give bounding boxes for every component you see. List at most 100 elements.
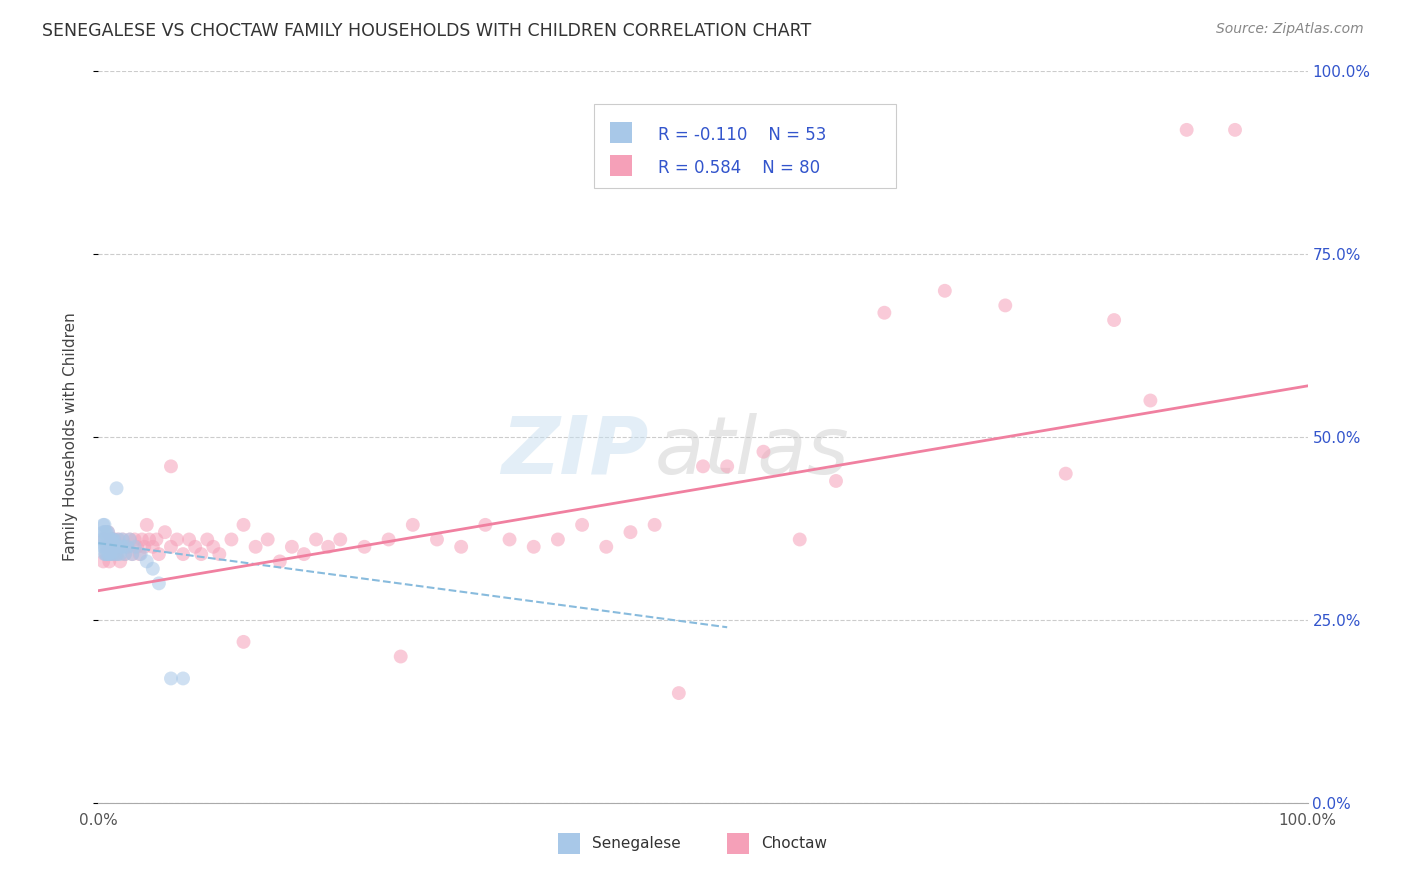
Point <box>377 533 399 547</box>
Point <box>135 554 157 568</box>
Point <box>101 547 124 561</box>
Point <box>692 459 714 474</box>
Point <box>474 517 496 532</box>
Text: atlas: atlas <box>655 413 849 491</box>
Point <box>426 533 449 547</box>
Point <box>184 540 207 554</box>
Point <box>153 525 176 540</box>
Point <box>389 649 412 664</box>
Text: R = -0.110    N = 53: R = -0.110 N = 53 <box>658 126 827 144</box>
Point <box>571 517 593 532</box>
Point <box>752 444 775 458</box>
Point <box>100 547 122 561</box>
Text: Source: ZipAtlas.com: Source: ZipAtlas.com <box>1216 22 1364 37</box>
Point <box>1054 467 1077 481</box>
Point <box>134 540 156 554</box>
Point <box>994 298 1017 312</box>
Point <box>142 562 165 576</box>
Point <box>93 533 115 547</box>
Point <box>353 540 375 554</box>
Point <box>100 540 122 554</box>
Point <box>98 533 121 547</box>
Point <box>160 459 183 474</box>
Point <box>103 533 125 547</box>
Point <box>101 547 124 561</box>
Point <box>111 533 134 547</box>
Point <box>873 306 896 320</box>
Point <box>131 533 153 547</box>
Point <box>98 554 121 568</box>
Text: R = 0.584    N = 80: R = 0.584 N = 80 <box>658 159 820 177</box>
Point <box>96 525 118 540</box>
Point <box>644 517 666 532</box>
Point <box>108 547 131 561</box>
Point <box>96 533 118 547</box>
Point <box>100 533 122 547</box>
Point <box>105 547 128 561</box>
Point <box>269 554 291 568</box>
Point <box>93 525 115 540</box>
Point <box>97 525 120 540</box>
Point <box>202 540 225 554</box>
Point <box>1102 313 1125 327</box>
Point <box>91 540 114 554</box>
Point <box>138 533 160 547</box>
Point <box>208 547 231 561</box>
Point <box>96 540 118 554</box>
Point <box>124 540 146 554</box>
Point <box>329 533 352 547</box>
FancyBboxPatch shape <box>595 104 897 188</box>
Point <box>96 547 118 561</box>
Point <box>1223 123 1246 137</box>
Point <box>103 533 125 547</box>
Point <box>166 533 188 547</box>
FancyBboxPatch shape <box>558 833 579 854</box>
Point <box>100 540 122 554</box>
Point <box>94 540 117 554</box>
Point <box>450 540 472 554</box>
Point <box>498 533 520 547</box>
FancyBboxPatch shape <box>610 155 631 176</box>
Point <box>121 547 143 561</box>
Text: ZIP: ZIP <box>501 413 648 491</box>
Point <box>127 540 149 554</box>
Point <box>1139 393 1161 408</box>
Point <box>402 517 425 532</box>
Point <box>145 533 167 547</box>
Point <box>668 686 690 700</box>
Point <box>97 540 120 554</box>
Text: SENEGALESE VS CHOCTAW FAMILY HOUSEHOLDS WITH CHILDREN CORRELATION CHART: SENEGALESE VS CHOCTAW FAMILY HOUSEHOLDS … <box>42 22 811 40</box>
Point <box>100 533 122 547</box>
Point <box>104 540 127 554</box>
Y-axis label: Family Households with Children: Family Households with Children <box>63 313 77 561</box>
Point <box>232 635 254 649</box>
Point <box>124 533 146 547</box>
Point <box>789 533 811 547</box>
Point <box>98 540 121 554</box>
Point <box>91 554 114 568</box>
Point <box>128 547 150 561</box>
Point <box>129 547 152 561</box>
Point <box>107 547 129 561</box>
Point <box>292 547 315 561</box>
Point <box>103 540 125 554</box>
Point <box>1175 123 1198 137</box>
Point <box>111 533 134 547</box>
Point <box>108 554 131 568</box>
Point <box>825 474 848 488</box>
Point <box>117 540 139 554</box>
Point <box>190 547 212 561</box>
Point <box>93 547 115 561</box>
Point <box>91 525 114 540</box>
Point <box>107 533 129 547</box>
Point <box>221 533 243 547</box>
Point <box>91 533 114 547</box>
FancyBboxPatch shape <box>727 833 749 854</box>
Point <box>96 540 118 554</box>
Point <box>97 525 120 540</box>
Point <box>105 481 128 495</box>
Point <box>179 533 201 547</box>
Point <box>101 533 124 547</box>
Point <box>595 540 617 554</box>
Point <box>305 533 328 547</box>
